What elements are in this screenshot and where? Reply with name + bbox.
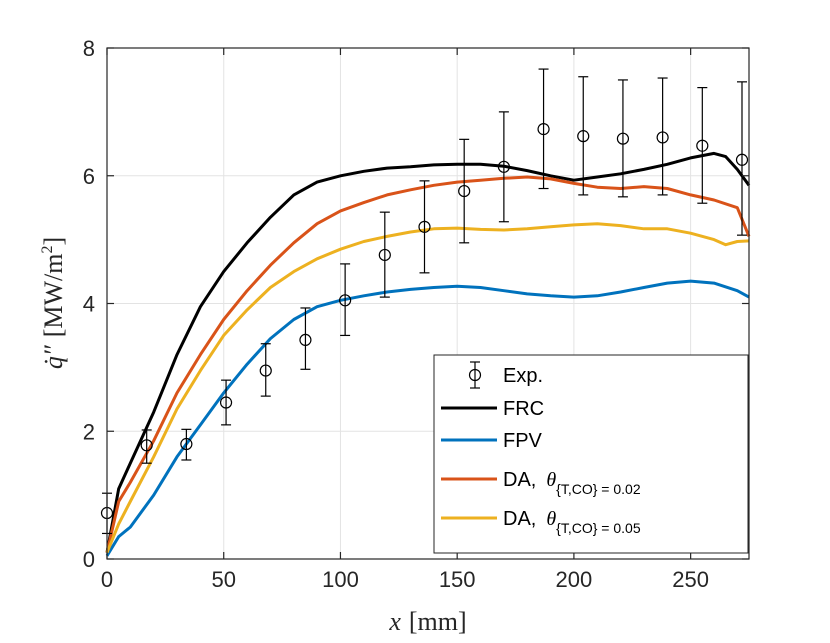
legend-da-005-theta: θ <box>546 508 556 530</box>
legend-da-005-prefix: DA, <box>503 508 536 530</box>
legend-item-frc: FRC <box>441 398 544 420</box>
x-tick-label: 200 <box>556 567 593 592</box>
exp-point <box>577 130 590 143</box>
legend-da-002-sub: {T,CO} = 0.02 <box>556 481 641 497</box>
legend-da-002-label: DA, θ{T,CO} = 0.02 <box>503 469 641 497</box>
exp-point <box>696 139 709 152</box>
exp-point <box>180 437 193 451</box>
legend-da-005-sub: {T,CO} = 0.05 <box>556 520 641 536</box>
y-axis-var: q̇″ <box>39 344 68 369</box>
series-layer <box>105 151 751 557</box>
exp-point <box>497 160 510 173</box>
x-tick-label: 0 <box>101 567 113 592</box>
legend-item-exp: Exp. <box>468 361 543 389</box>
exp-point <box>219 396 233 409</box>
y-axis-unit-sup: 2 <box>39 246 56 254</box>
legend-da-002-prefix: DA, <box>503 469 536 491</box>
legend-fpv-label: FPV <box>503 430 543 452</box>
legend-item-da-002: DA, θ{T,CO} = 0.02 <box>441 469 641 497</box>
legend-item-da-005: DA, θ{T,CO} = 0.05 <box>441 508 641 536</box>
ticks: 0 50 100 150 200 250 0 2 4 6 8 <box>83 36 749 592</box>
legend-exp-label: Exp. <box>503 365 543 387</box>
fpv-line <box>105 279 750 557</box>
x-tick-label: 250 <box>672 567 709 592</box>
y-tick-label: 0 <box>83 547 95 572</box>
frc-line <box>105 151 751 553</box>
x-axis-unit: [mm] <box>409 607 467 636</box>
y-axis-unit: [MW/m <box>39 254 68 338</box>
exp-point <box>418 220 431 233</box>
y-tick-label: 2 <box>83 419 95 444</box>
exp-point <box>378 248 391 262</box>
legend-frc-label: FRC <box>503 398 544 420</box>
legend-da-005-label: DA, θ{T,CO} = 0.05 <box>503 508 641 536</box>
y-tick-label: 4 <box>83 292 95 317</box>
y-axis-unit-close: ] <box>39 237 68 246</box>
legend: Exp. FRC FPV DA, θ{T,CO} = 0.02 DA, θ{T,CO… <box>433 354 749 554</box>
exp-point <box>299 333 312 347</box>
exp-point <box>259 364 272 377</box>
legend-box <box>433 354 749 554</box>
x-axis-var: x <box>388 607 401 636</box>
y-axis-label: q̇″ [MW/m2] <box>39 237 68 369</box>
exp-point <box>458 184 471 198</box>
x-tick-label: 50 <box>211 567 235 592</box>
x-axis-label: x [mm] <box>388 607 466 636</box>
experimental-data <box>100 68 749 535</box>
exp-point <box>537 123 550 136</box>
x-tick-label: 100 <box>322 567 359 592</box>
exp-point <box>616 132 630 145</box>
legend-item-fpv: FPV <box>441 430 543 452</box>
y-tick-label: 8 <box>83 36 95 61</box>
exp-point <box>656 131 669 144</box>
exp-point <box>140 439 153 452</box>
da-002-line <box>105 175 751 553</box>
legend-da-002-theta: θ <box>546 469 556 491</box>
exp-point <box>735 153 749 166</box>
x-tick-label: 150 <box>439 567 476 592</box>
legend-exp-marker <box>468 368 482 382</box>
da-005-line <box>105 222 750 554</box>
exp-point <box>339 294 352 307</box>
y-tick-label: 6 <box>83 164 95 189</box>
